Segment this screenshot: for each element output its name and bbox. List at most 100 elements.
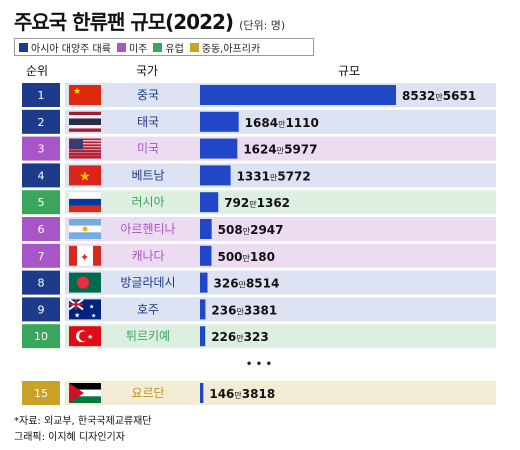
- bar: [200, 85, 396, 105]
- russia-flag-icon: [69, 192, 101, 213]
- row-background: [65, 217, 496, 241]
- country-label: 튀르키예: [126, 329, 170, 343]
- australia-flag-icon: ★ ★ ★: [68, 298, 101, 320]
- table-row: 8 방글라데시 326만8514: [22, 270, 496, 295]
- bangladesh-flag-icon: [69, 272, 101, 293]
- legend-item-asia: 아시아 대양주 대륙: [19, 40, 111, 55]
- rank-label: 7: [38, 250, 45, 263]
- table-row: 10 ★ 튀르키예 226만323: [22, 324, 496, 349]
- rank-cell: [22, 109, 60, 134]
- row-background: [65, 270, 496, 295]
- rank-label: 4: [38, 169, 45, 182]
- table-row: 3 미국 1624만5977: [22, 136, 496, 161]
- bar: [200, 165, 231, 186]
- rank-label: 2: [38, 116, 45, 129]
- row-background: [65, 136, 496, 161]
- chart-title: 주요국 한류팬 규모(2022): [14, 10, 234, 34]
- row-background: [65, 109, 496, 134]
- value-label: 792만1362: [224, 196, 290, 210]
- canada-flag-icon: ✦: [69, 245, 101, 266]
- country-label: 아르헨티나: [120, 222, 175, 236]
- row-background: [65, 163, 496, 188]
- value-label: 226만323: [211, 330, 268, 344]
- table-row: 1 ★ 중국 8532만5651: [22, 83, 496, 107]
- country-label: 미국: [137, 142, 159, 156]
- rank-cell: [22, 83, 60, 107]
- rank-cell: [22, 324, 60, 349]
- bar: [200, 272, 208, 293]
- value-label: 146만3818: [209, 387, 275, 401]
- country-label: 방글라데시: [120, 276, 175, 290]
- row-background: [65, 243, 496, 268]
- country-label: 중국: [137, 88, 159, 102]
- turkey-flag-icon: ★: [69, 326, 101, 347]
- legend-swatch: [153, 42, 163, 52]
- legend-label: 아시아 대양주 대륙: [31, 43, 111, 55]
- legend-swatch: [189, 42, 199, 52]
- country-label: 러시아: [131, 195, 164, 209]
- rank-header: 순위: [26, 64, 49, 78]
- table-row: 15 요르단 146만3818: [22, 381, 496, 405]
- legend-label: 유럽: [165, 43, 184, 55]
- svg-text:✦: ✦: [80, 251, 89, 264]
- bar: [200, 326, 206, 347]
- unit-note: (단위: 명): [239, 19, 286, 32]
- svg-text:★: ★: [74, 311, 80, 319]
- value-label: 508만2947: [218, 223, 284, 237]
- rank-label: 6: [38, 223, 45, 236]
- table-row: 9 ★ ★ ★ 호주 236만3381: [22, 297, 496, 322]
- jordan-flag-icon: [69, 383, 101, 403]
- value-label: 236만3381: [211, 303, 277, 317]
- row-background: [65, 381, 496, 405]
- ellipsis: • • •: [246, 359, 272, 370]
- legend-item-middle-east-africa: 중동,아프리카: [189, 40, 261, 55]
- rank-label: 5: [38, 196, 45, 209]
- svg-text:★: ★: [73, 87, 81, 97]
- row-background: [65, 324, 496, 349]
- usa-flag-icon: [69, 138, 101, 159]
- row-background: [65, 297, 496, 322]
- value-label: 1331만5772: [237, 169, 311, 183]
- rank-label: 10: [34, 330, 48, 343]
- svg-text:★: ★: [79, 169, 91, 184]
- credit-note: 그래픽: 이지혜 디자인기자: [14, 432, 125, 443]
- svg-text:★: ★: [87, 333, 93, 341]
- scale-header: 규모: [338, 64, 361, 78]
- table-row: 7 ✦ 캐나다 500만180: [22, 243, 496, 268]
- svg-text:★: ★: [91, 312, 96, 319]
- value-label: 326만8514: [214, 277, 280, 291]
- value-label: 500만180: [217, 250, 275, 264]
- vietnam-flag-icon: ★: [69, 165, 101, 186]
- table-row: 6 아르헨티나 508만2947: [22, 217, 496, 241]
- row-background: [65, 190, 496, 215]
- legend-item-americas: 미주: [116, 40, 148, 55]
- svg-text:★: ★: [89, 303, 94, 310]
- argentina-flag-icon: [69, 219, 101, 239]
- legend-label: 미주: [128, 43, 148, 55]
- china-flag-icon: ★: [69, 85, 101, 105]
- title-row: 주요국 한류팬 규모(2022) (단위: 명): [14, 6, 285, 35]
- country-label: 호주: [137, 302, 159, 316]
- country-label: 태국: [137, 115, 159, 129]
- bar: [200, 192, 219, 213]
- rank-cell: [22, 381, 60, 405]
- bar: [200, 138, 238, 159]
- source-note: *자료: 외교부, 한국국제교류재단: [14, 416, 152, 427]
- country-label: 베트남: [131, 168, 164, 182]
- rank-cell: [22, 163, 60, 188]
- rank-cell: [22, 243, 60, 268]
- legend-swatch: [116, 42, 126, 52]
- rank-label: 1: [38, 89, 45, 102]
- legend-label: 중동,아프리카: [201, 43, 261, 55]
- rank-cell: [22, 136, 60, 161]
- bar: [200, 383, 204, 403]
- legend-item-europe: 유럽: [153, 40, 184, 55]
- value-label: 1684만1110: [245, 116, 319, 130]
- thailand-flag-icon: [69, 111, 101, 132]
- bar: [200, 219, 212, 239]
- country-header: 국가: [136, 64, 159, 78]
- bar: [200, 245, 212, 266]
- country-label: 캐나다: [131, 249, 164, 263]
- rank-cell: [22, 217, 60, 241]
- rank-label: 3: [38, 143, 45, 156]
